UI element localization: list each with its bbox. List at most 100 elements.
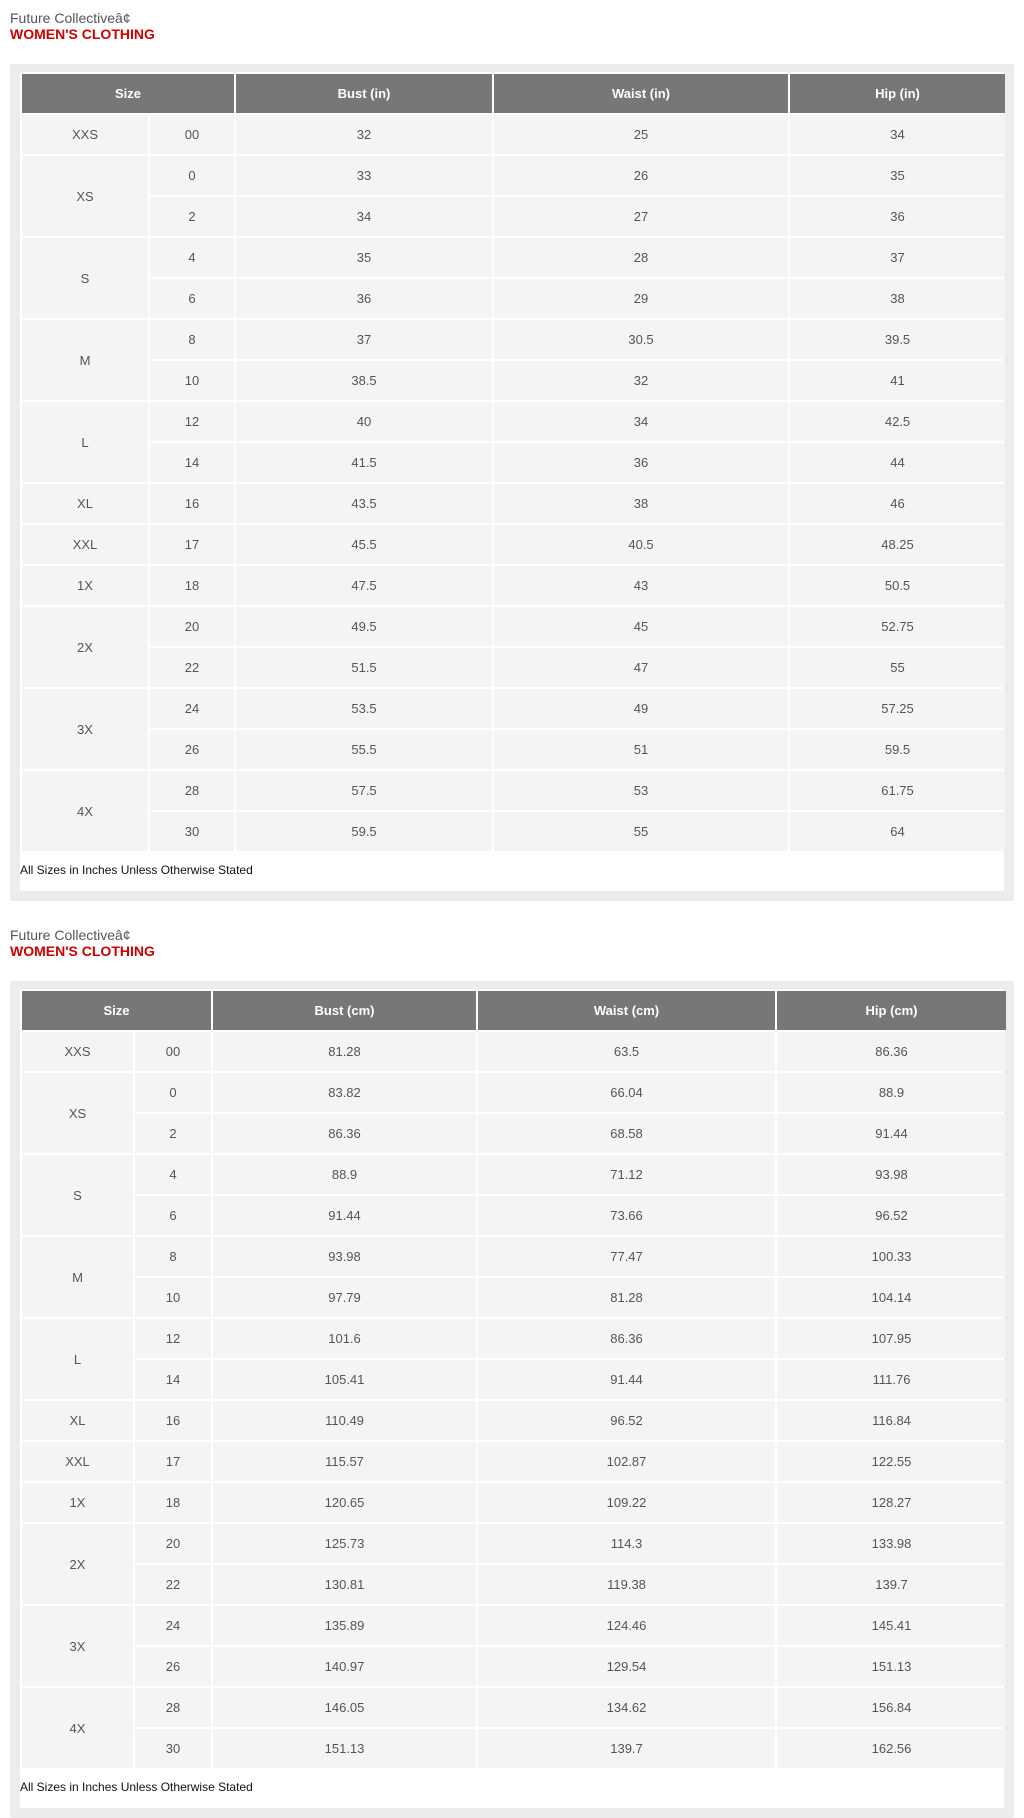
hip-value: 111.76 bbox=[777, 1360, 1007, 1399]
footer-note: All Sizes in Inches Unless Otherwise Sta… bbox=[20, 1780, 253, 1794]
hip-value: 86.36 bbox=[777, 1032, 1007, 1071]
waist-value: 124.46 bbox=[478, 1606, 776, 1645]
hip-value: 61.75 bbox=[790, 771, 1006, 810]
size-label: 3X bbox=[22, 1606, 133, 1686]
hip-value: 36 bbox=[790, 197, 1006, 236]
waist-value: 77.47 bbox=[478, 1237, 776, 1276]
numeric-size: 00 bbox=[150, 115, 235, 154]
numeric-size: 2 bbox=[150, 197, 235, 236]
numeric-size: 24 bbox=[150, 689, 235, 728]
table-row: 22 130.81 119.38 139.7 bbox=[22, 1565, 1007, 1604]
size-label: XS bbox=[22, 156, 148, 236]
numeric-size: 26 bbox=[150, 730, 235, 769]
waist-value: 109.22 bbox=[478, 1483, 776, 1522]
waist-value: 66.04 bbox=[478, 1073, 776, 1112]
size-label: 3X bbox=[22, 689, 148, 769]
bust-value: 35 bbox=[236, 238, 493, 277]
hip-value: 52.75 bbox=[790, 607, 1006, 646]
size-label: XXS bbox=[22, 115, 148, 154]
waist-value: 139.7 bbox=[478, 1729, 776, 1768]
footer-note: All Sizes in Inches Unless Otherwise Sta… bbox=[20, 863, 253, 877]
numeric-size: 14 bbox=[135, 1360, 212, 1399]
header-bust: Bust (cm) bbox=[213, 991, 477, 1030]
bust-value: 81.28 bbox=[213, 1032, 477, 1071]
hip-value: 156.84 bbox=[777, 1688, 1007, 1727]
bust-value: 120.65 bbox=[213, 1483, 477, 1522]
waist-value: 96.52 bbox=[478, 1401, 776, 1440]
hip-value: 59.5 bbox=[790, 730, 1006, 769]
table-row: 10 38.5 32 41 bbox=[22, 361, 1006, 400]
bust-value: 36 bbox=[236, 279, 493, 318]
table-row: XS 0 83.82 66.04 88.9 bbox=[22, 1073, 1007, 1153]
numeric-size: 28 bbox=[150, 771, 235, 810]
numeric-size: 30 bbox=[150, 812, 235, 851]
numeric-size: 17 bbox=[150, 525, 235, 564]
waist-value: 51 bbox=[494, 730, 789, 769]
bust-value: 110.49 bbox=[213, 1401, 477, 1440]
bust-value: 59.5 bbox=[236, 812, 493, 851]
brand-name: Future Collectiveâ¢ bbox=[10, 927, 131, 943]
numeric-size: 12 bbox=[150, 402, 235, 441]
hip-value: 100.33 bbox=[777, 1237, 1007, 1276]
size-label: S bbox=[22, 1155, 133, 1235]
hip-value: 88.9 bbox=[777, 1073, 1007, 1112]
bust-value: 130.81 bbox=[213, 1565, 477, 1604]
hip-value: 133.98 bbox=[777, 1524, 1007, 1563]
table-row: XXL 17 115.57 102.87 122.55 bbox=[22, 1442, 1007, 1481]
numeric-size: 26 bbox=[135, 1647, 212, 1686]
hip-value: 57.25 bbox=[790, 689, 1006, 728]
size-label: L bbox=[22, 402, 148, 482]
hip-value: 128.27 bbox=[777, 1483, 1007, 1522]
table-row: 6 36 29 38 bbox=[22, 279, 1006, 318]
table-row: 26 55.5 51 59.5 bbox=[22, 730, 1006, 769]
hip-value: 34 bbox=[790, 115, 1006, 154]
table-row: 3X 24 135.89 124.46 145.41 bbox=[22, 1606, 1007, 1686]
table-row: 2X 20 125.73 114.3 133.98 bbox=[22, 1524, 1007, 1604]
hip-value: 139.7 bbox=[777, 1565, 1007, 1604]
size-label: XXL bbox=[22, 525, 148, 564]
numeric-size: 30 bbox=[135, 1729, 212, 1768]
size-label: XL bbox=[22, 1401, 133, 1440]
waist-value: 86.36 bbox=[478, 1319, 776, 1358]
header-row: Size Bust (in) Waist (in) Hip (in) bbox=[22, 74, 1006, 113]
hip-value: 55 bbox=[790, 648, 1006, 687]
hip-value: 48.25 bbox=[790, 525, 1006, 564]
bust-value: 32 bbox=[236, 115, 493, 154]
hip-value: 162.56 bbox=[777, 1729, 1007, 1768]
size-label: XXS bbox=[22, 1032, 133, 1071]
numeric-size: 22 bbox=[135, 1565, 212, 1604]
numeric-size: 10 bbox=[150, 361, 235, 400]
brand-name: Future Collectiveâ¢ bbox=[10, 10, 131, 26]
waist-value: 28 bbox=[494, 238, 789, 277]
table-row: 10 97.79 81.28 104.14 bbox=[22, 1278, 1007, 1317]
header-bust: Bust (in) bbox=[236, 74, 493, 113]
table-row: 2X 20 49.5 45 52.75 bbox=[22, 607, 1006, 687]
bust-value: 45.5 bbox=[236, 525, 493, 564]
waist-value: 63.5 bbox=[478, 1032, 776, 1071]
waist-value: 34 bbox=[494, 402, 789, 441]
hip-value: 122.55 bbox=[777, 1442, 1007, 1481]
numeric-size: 16 bbox=[135, 1401, 212, 1440]
numeric-size: 6 bbox=[135, 1196, 212, 1235]
table-row: 4X 28 146.05 134.62 156.84 bbox=[22, 1688, 1007, 1768]
hip-value: 96.52 bbox=[777, 1196, 1007, 1235]
bust-value: 91.44 bbox=[213, 1196, 477, 1235]
numeric-size: 17 bbox=[135, 1442, 212, 1481]
numeric-size: 6 bbox=[150, 279, 235, 318]
table-row: 14 41.5 36 44 bbox=[22, 443, 1006, 482]
bust-value: 101.6 bbox=[213, 1319, 477, 1358]
table-row: 2 86.36 68.58 91.44 bbox=[22, 1114, 1007, 1153]
header-hip: Hip (in) bbox=[790, 74, 1006, 113]
bust-value: 37 bbox=[236, 320, 493, 359]
waist-value: 53 bbox=[494, 771, 789, 810]
waist-value: 119.38 bbox=[478, 1565, 776, 1604]
hip-value: 50.5 bbox=[790, 566, 1006, 605]
table-row: 30 59.5 55 64 bbox=[22, 812, 1006, 851]
numeric-size: 16 bbox=[150, 484, 235, 523]
bust-value: 86.36 bbox=[213, 1114, 477, 1153]
table-row: 2 34 27 36 bbox=[22, 197, 1006, 236]
waist-value: 38 bbox=[494, 484, 789, 523]
waist-value: 114.3 bbox=[478, 1524, 776, 1563]
numeric-size: 18 bbox=[150, 566, 235, 605]
